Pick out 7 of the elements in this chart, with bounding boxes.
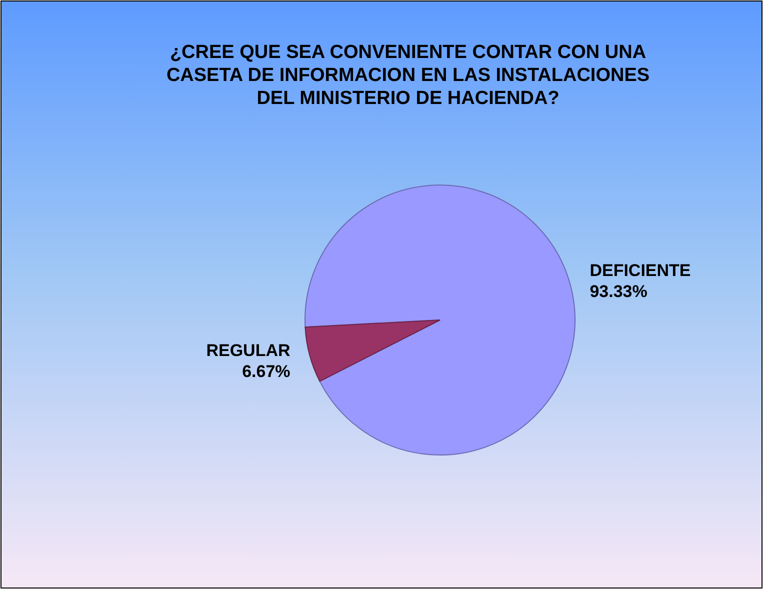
chart-title: ¿CREE QUE SEA CONVENIENTE CONTAR CON UNA CASETA DE INFORMACION EN LAS INSTALACIONES DEL MINISTERIO DE HACIENDA? [166,42,650,109]
data-label: 93.33% [590,282,648,301]
slice-label: REGULAR [206,341,290,360]
pie-slice [304,320,440,382]
data-label: 6.67% [242,362,290,382]
slice-label: DEFICIENTE [590,260,691,280]
pie-slice [304,184,576,456]
